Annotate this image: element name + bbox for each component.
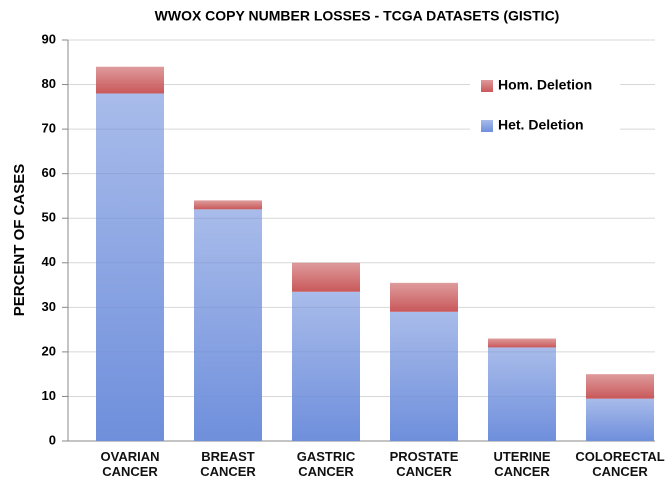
bar-segment — [390, 282, 458, 312]
bar-segment — [194, 200, 262, 210]
legend-background — [470, 66, 620, 144]
x-tick-label: COLORECTAL CANCER — [575, 449, 665, 479]
x-tick-label: GASTRIC CANCER — [296, 449, 356, 479]
y-tick-label: 50 — [42, 210, 56, 225]
bar-segment — [488, 347, 556, 441]
y-tick-label: 40 — [42, 254, 56, 269]
y-tick-label: 70 — [42, 121, 56, 136]
y-tick-label: 60 — [42, 165, 56, 180]
legend-label: Het. Deletion — [498, 117, 584, 133]
bar-segment — [292, 262, 360, 292]
chart-title: WWOX COPY NUMBER LOSSES - TCGA DATASETS … — [155, 8, 560, 24]
x-tick-label: BREAST CANCER — [200, 449, 256, 479]
y-tick-label: 20 — [42, 343, 56, 358]
y-axis-label: PERCENT OF CASES — [11, 164, 28, 317]
legend-swatch — [481, 80, 493, 92]
bar-segment — [292, 291, 360, 441]
y-tick-label: 30 — [42, 299, 56, 314]
y-tick-label: 90 — [42, 31, 56, 46]
bar-segment — [96, 66, 164, 94]
bar-segment — [390, 311, 458, 441]
bar-segment — [96, 93, 164, 441]
bar-segment — [586, 374, 654, 399]
bar-segment — [586, 398, 654, 441]
x-tick-label: UTERINE CANCER — [493, 449, 551, 479]
x-tick-label: PROSTATE CANCER — [389, 449, 459, 479]
y-tick-label: 0 — [49, 432, 56, 447]
y-tick-label: 10 — [42, 388, 56, 403]
bar-segment — [194, 209, 262, 441]
x-tick-label: OVARIAN CANCER — [100, 449, 160, 479]
legend-swatch — [481, 120, 493, 132]
legend-label: Hom. Deletion — [498, 77, 592, 93]
bar-segment — [488, 338, 556, 348]
y-tick-label: 80 — [42, 76, 56, 91]
